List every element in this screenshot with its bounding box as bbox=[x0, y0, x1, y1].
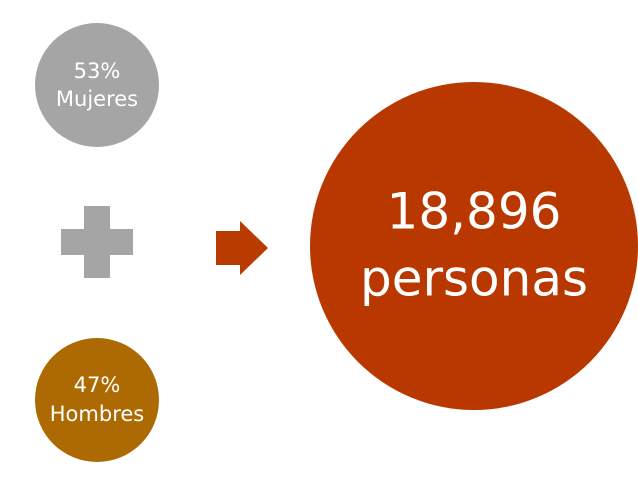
women-percent: 53% bbox=[74, 59, 121, 83]
arrow-icon bbox=[216, 221, 268, 275]
men-label: Hombres bbox=[50, 402, 144, 426]
men-percent: 47% bbox=[74, 373, 121, 397]
women-circle bbox=[35, 23, 159, 147]
total-label: personas bbox=[360, 250, 588, 308]
total-circle bbox=[310, 82, 638, 410]
total-number: 18,896 bbox=[387, 183, 562, 241]
men-circle bbox=[35, 338, 159, 462]
plus-icon bbox=[61, 206, 133, 278]
women-label: Mujeres bbox=[56, 87, 138, 111]
